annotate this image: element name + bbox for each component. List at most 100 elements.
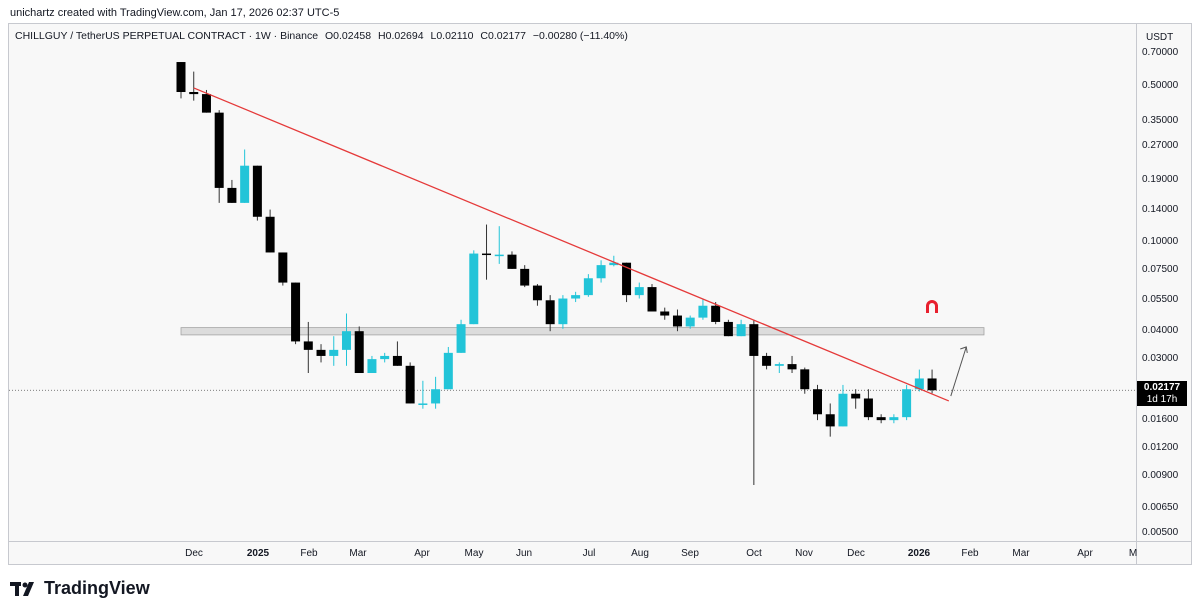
support-resistance-zone <box>180 327 985 336</box>
price-tick-label: 0.35000 <box>1142 114 1179 126</box>
candle-body <box>571 295 581 299</box>
candle-body <box>825 414 835 427</box>
price-tick-label: 0.07500 <box>1142 264 1179 276</box>
candle-body <box>749 324 759 356</box>
downtrend-line <box>193 87 950 402</box>
current-price-tag: 0.02177 1d 17h <box>1137 381 1187 406</box>
candle-body <box>698 305 708 318</box>
candle-body <box>647 287 657 312</box>
candle-body <box>902 389 912 418</box>
price-tick-label: 0.01600 <box>1142 414 1179 426</box>
time-tick-label: Jul <box>582 548 596 559</box>
candle-body <box>851 393 861 399</box>
candle-body <box>303 341 313 350</box>
price-tick-label: 0.50000 <box>1142 80 1179 91</box>
currency-label[interactable]: USDT <box>1146 32 1174 43</box>
candle-body <box>532 285 542 301</box>
candle-body <box>189 92 199 95</box>
candle-body <box>329 349 339 356</box>
price-tick-label: 0.19000 <box>1142 173 1179 185</box>
candle-body <box>889 417 899 421</box>
tradingview-logo[interactable]: TradingView <box>10 578 150 599</box>
time-tick-label: 2025 <box>246 548 270 559</box>
candle-body <box>443 352 453 390</box>
current-price: 0.02177 <box>1143 382 1181 393</box>
price-tick-label: 0.10000 <box>1142 236 1179 248</box>
candle-body <box>545 300 555 325</box>
candle-body <box>201 94 211 113</box>
candle-body <box>736 324 746 337</box>
candle-body <box>660 311 670 316</box>
magnet-icon <box>926 300 938 313</box>
time-tick-label: Nov <box>795 548 813 559</box>
time-tick-label: Feb <box>961 548 979 559</box>
time-tick-label: Sep <box>681 548 699 559</box>
candle-body <box>583 278 593 296</box>
candle-body <box>354 331 364 374</box>
time-tick-label: M <box>1128 548 1138 559</box>
candle-body <box>609 262 619 266</box>
brand-name: TradingView <box>44 578 150 598</box>
price-tick-label: 0.00500 <box>1142 527 1179 539</box>
candle-body <box>711 305 721 322</box>
time-tick-label: Apr <box>414 548 430 559</box>
creator-credit: unichartz created with TradingView.com, … <box>10 7 340 19</box>
candle-body <box>252 165 262 217</box>
candle-body <box>672 315 682 327</box>
candle-body <box>914 378 924 390</box>
chart-frame[interactable] <box>8 23 1192 565</box>
candle-body <box>367 359 377 374</box>
bar-countdown: 1d 17h <box>1146 394 1178 405</box>
candle-body <box>392 355 402 366</box>
time-tick-label: Jun <box>515 548 533 559</box>
candle-body <box>469 253 479 325</box>
time-tick-label: Apr <box>1077 548 1093 559</box>
price-tick-label: 0.03000 <box>1142 353 1179 365</box>
candle-body <box>927 378 937 391</box>
candle-body <box>876 417 886 421</box>
candle-body <box>176 62 186 93</box>
candle-body <box>787 364 797 370</box>
price-tick-label: 0.27000 <box>1142 139 1179 151</box>
candle-body <box>240 165 250 203</box>
candle-body <box>723 321 733 337</box>
ohlc-legend: CHILLGUY / TetherUS PERPETUAL CONTRACT ·… <box>15 30 632 42</box>
price-tick-label: 0.04000 <box>1142 325 1179 337</box>
candle-body <box>431 389 441 404</box>
candle-body <box>405 365 415 404</box>
price-tick-label: 0.14000 <box>1142 203 1179 215</box>
candle-body <box>482 253 492 256</box>
candle-body <box>494 254 504 257</box>
price-tick-label: 0.05500 <box>1142 294 1179 306</box>
price-axis-divider <box>1136 24 1137 564</box>
candle-body <box>278 252 288 283</box>
candle-body <box>380 355 390 360</box>
candle-body <box>558 298 568 325</box>
candle-body <box>316 349 326 356</box>
price-tick-label: 0.00900 <box>1142 470 1179 481</box>
candle-body <box>685 317 695 327</box>
candle-body <box>634 287 644 296</box>
low-value: L0.02110 <box>430 30 474 42</box>
candle-body <box>507 254 517 269</box>
candle-body <box>774 364 784 366</box>
candle-body <box>291 282 301 342</box>
time-tick-label: Aug <box>631 548 649 559</box>
price-tick-label: 0.01200 <box>1142 442 1179 454</box>
candle-body <box>214 112 224 188</box>
time-tick-label: Oct <box>746 548 762 559</box>
candle-body <box>762 355 772 366</box>
candle-body <box>622 262 632 296</box>
candle-body <box>418 403 428 405</box>
projection-arrow <box>950 346 967 397</box>
candle-body <box>456 324 466 353</box>
open-value: O0.02458 <box>324 30 372 42</box>
time-tick-label: Dec <box>185 548 203 559</box>
candle-body <box>800 369 810 390</box>
high-value: H0.02694 <box>378 30 424 42</box>
candle-body <box>227 187 237 203</box>
projection-arrowhead <box>960 346 968 354</box>
candle-body <box>863 398 873 418</box>
price-tick-label: 0.70000 <box>1142 47 1179 59</box>
